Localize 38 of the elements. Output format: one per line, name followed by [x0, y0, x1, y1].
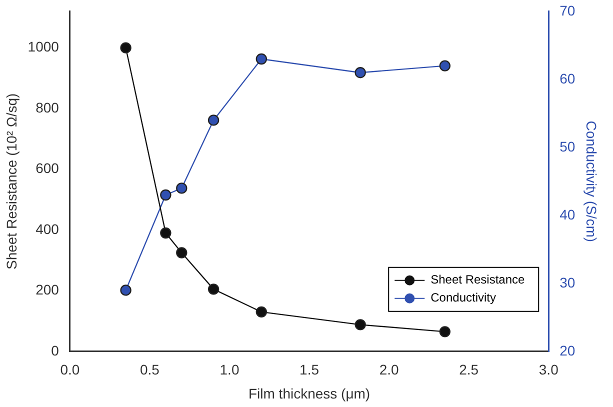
- point: [208, 114, 220, 126]
- x-tick-label: 2.5: [459, 362, 479, 378]
- y-tick-label: 400: [36, 220, 60, 237]
- point: [256, 306, 268, 318]
- x-tick-label: 1.0: [220, 362, 240, 378]
- point: [354, 67, 366, 78]
- point: [120, 42, 132, 54]
- x-tick-label: 0.5: [140, 362, 160, 378]
- x-tick-label: 1.5: [300, 362, 320, 378]
- point: [176, 182, 188, 194]
- point: [439, 60, 451, 72]
- y-tick-label: 1000: [28, 38, 60, 55]
- point: [160, 227, 172, 239]
- y2-axis-title: Conductivity (S/cm): [584, 120, 600, 242]
- legend-label: Conductivity: [430, 290, 496, 305]
- point: [176, 247, 188, 258]
- point: [354, 319, 366, 330]
- y-tick-label: 800: [36, 99, 60, 116]
- y2-tick-label: 50: [560, 138, 576, 154]
- y2-tick-label: 40: [560, 206, 576, 222]
- y2-tick-label: 30: [560, 274, 576, 290]
- y-tick-label: 200: [36, 282, 60, 298]
- y-tick-label: 600: [36, 160, 60, 176]
- legend-label: Sheet Resistance: [430, 272, 526, 287]
- x-tick-label: 0.0: [60, 362, 80, 378]
- point: [256, 53, 268, 65]
- x-tick-label: 2.0: [379, 362, 400, 378]
- point: [160, 189, 172, 201]
- y2-tick-label: 60: [560, 70, 576, 86]
- x-axis-title: Film thickness (μm): [248, 385, 370, 402]
- y2-tick-label: 20: [560, 342, 576, 358]
- x-tick-label: 3.0: [538, 362, 559, 378]
- y-tick-label: 0: [51, 342, 60, 358]
- point: [120, 284, 132, 296]
- y2-tick-label: 70: [560, 2, 576, 18]
- y-axis-title: Sheet Resistance (10² Ω/sq): [3, 93, 20, 270]
- point: [208, 284, 220, 295]
- point: [439, 326, 451, 338]
